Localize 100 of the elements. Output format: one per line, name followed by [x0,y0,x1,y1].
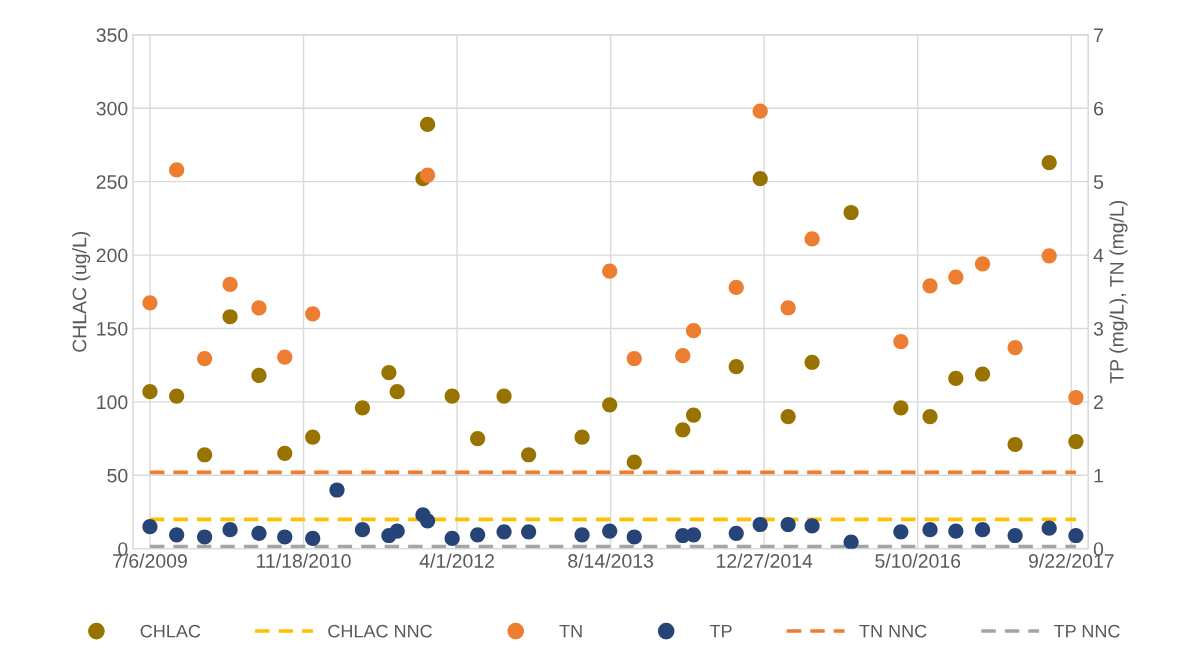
point [277,349,293,365]
y-tick-label: 350 [96,28,128,43]
point [602,523,618,539]
point [222,522,238,538]
point [804,518,820,534]
point [142,384,158,400]
legend-label: TP NNC [1053,624,1120,638]
point [626,350,642,367]
point [685,407,702,423]
point [329,482,345,498]
point [1041,248,1057,264]
x-tick-label: 5/10/2016 [875,553,961,568]
point [626,529,642,545]
point [1041,520,1057,536]
point [843,204,859,221]
y-tick-label: 150 [97,321,128,336]
point [626,454,642,470]
point [922,408,938,425]
point [197,350,213,367]
point [169,388,185,404]
point [893,524,909,540]
point [142,295,158,311]
point [354,522,371,538]
point [948,370,964,387]
point [728,359,744,375]
y-tick-label: 100 [97,395,128,410]
legend-label: TN [559,624,582,638]
point [222,309,238,325]
y-tick-label: 200 [96,248,128,263]
point [142,519,158,535]
point [974,256,991,272]
point [574,429,590,445]
point [1068,389,1084,406]
y2-tick-label: 4 [1093,248,1104,263]
y2-tick-label: 7 [1094,28,1103,42]
point [305,306,321,322]
point [728,525,744,541]
point [277,445,293,461]
point [1007,436,1023,453]
point [1068,527,1084,544]
point [251,525,267,541]
point [804,231,820,247]
x-tick-label: 11/18/2010 [257,553,351,568]
point [1068,433,1084,450]
point [804,354,820,370]
point [752,516,768,533]
point [602,397,618,413]
point [974,366,991,382]
point [381,364,397,381]
point [728,279,744,295]
y2-tick-label: 3 [1093,321,1104,336]
point [419,167,436,183]
point [780,300,796,316]
point [251,367,267,384]
legend-label: TN NNC [859,624,927,638]
x-tick-label: 8/14/2013 [568,553,654,568]
point [675,422,691,438]
point [685,323,702,339]
y2-tick-label: 6 [1094,101,1104,116]
point [1007,339,1023,356]
point [277,529,293,545]
point [922,522,938,538]
point [843,534,859,549]
point [169,162,185,178]
point [419,513,436,529]
point [305,429,321,445]
point [496,524,512,540]
point [1007,527,1023,544]
point [893,400,909,416]
point [496,388,512,404]
point [444,388,460,404]
point [305,530,321,547]
point [948,523,964,539]
point [521,524,537,540]
point [974,522,991,538]
y-axis-title: CHLAC (ug/L) [72,231,91,352]
y2-axis-title: TP (mg/L), TN (mg/L) [1109,200,1128,384]
y-tick-label: 250 [96,175,128,189]
x-tick-label: 4/1/2012 [419,553,494,568]
point [470,527,486,543]
point [574,527,590,543]
point [251,300,267,316]
point [354,400,371,416]
legend-label: CHLAC [140,624,201,638]
point [948,269,964,285]
point [222,276,238,293]
point [780,516,796,533]
point [1041,154,1057,171]
point [602,263,618,279]
point [752,103,768,119]
x-tick-label: 12/27/2014 [717,553,813,568]
legend-label: TP [709,624,732,638]
point [444,530,460,547]
point [675,348,691,364]
point [893,334,909,350]
point [922,278,938,294]
y2-tick-label: 2 [1094,395,1103,409]
point [197,529,213,545]
point [521,447,537,463]
point [169,527,185,543]
